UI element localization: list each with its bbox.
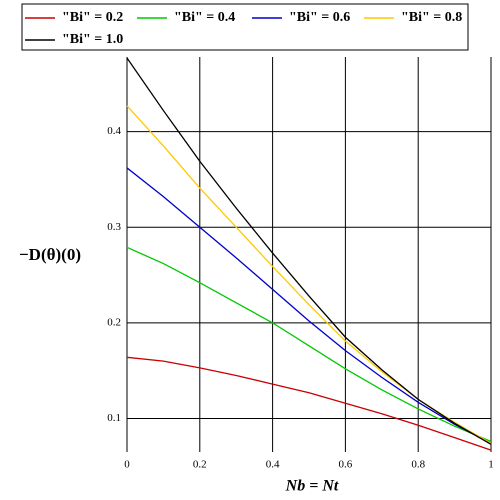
x-tick-label: 1 xyxy=(488,459,494,471)
x-tick-label: 0.6 xyxy=(339,459,353,471)
series-line xyxy=(126,57,492,445)
y-axis-label: −D(θ)(0) xyxy=(19,245,81,264)
series-line xyxy=(126,246,492,443)
series-line xyxy=(126,167,492,444)
x-tick-label: 0 xyxy=(124,459,130,471)
y-tick-label: 0.2 xyxy=(107,316,121,328)
legend-label: "Bi" = 1.0 xyxy=(62,32,123,47)
legend-box xyxy=(21,3,469,51)
series-line xyxy=(126,356,492,451)
x-axis-label: Nb = Nt xyxy=(285,478,339,495)
y-tick-label: 0.4 xyxy=(107,125,121,137)
legend-label: "Bi" = 0.4 xyxy=(174,10,235,25)
x-tick-label: 0.4 xyxy=(266,459,280,471)
x-tick-label: 0.8 xyxy=(411,459,425,471)
y-tick-label: 0.3 xyxy=(107,221,121,233)
y-tick-label: 0.1 xyxy=(107,412,121,424)
x-tick-label: 0.2 xyxy=(193,459,207,471)
legend-label: "Bi" = 0.8 xyxy=(401,10,462,25)
legend-label: "Bi" = 0.2 xyxy=(62,10,123,25)
legend-label: "Bi" = 0.6 xyxy=(289,10,350,25)
